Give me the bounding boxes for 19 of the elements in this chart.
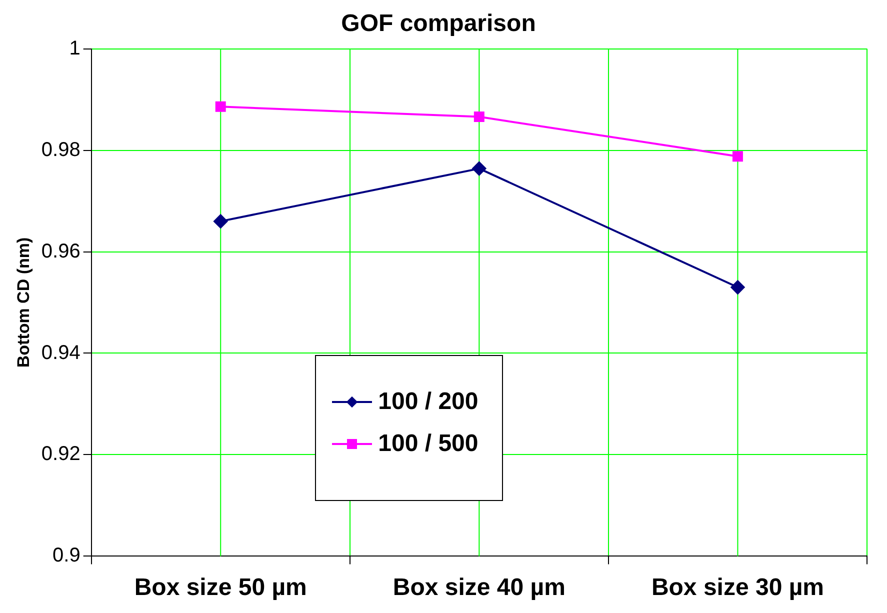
point [732, 151, 743, 162]
y-tick-label: 1 [69, 37, 80, 60]
x-tick-label: Box size 50 µm [134, 574, 307, 602]
x-tick-label: Box size 30 µm [651, 574, 824, 602]
y-tick-label: 0.94 [41, 342, 80, 364]
point [472, 162, 486, 176]
point [474, 112, 484, 122]
point [730, 280, 745, 294]
y-axis-title: Bottom CD (nm) [14, 237, 33, 368]
y-tick-label: 0.98 [41, 138, 80, 161]
y-tick-label: 0.96 [41, 240, 80, 262]
legend-label: 100 / 200 [378, 388, 478, 416]
point [215, 101, 226, 112]
chart-title: GOF comparison [341, 10, 536, 38]
y-tick-label: 0.9 [52, 544, 80, 567]
x-tick-label: Box size 40 µm [392, 574, 566, 602]
y-tick-label: 0.92 [41, 443, 80, 466]
point [214, 214, 228, 228]
legend-label: 100 / 500 [378, 430, 478, 458]
